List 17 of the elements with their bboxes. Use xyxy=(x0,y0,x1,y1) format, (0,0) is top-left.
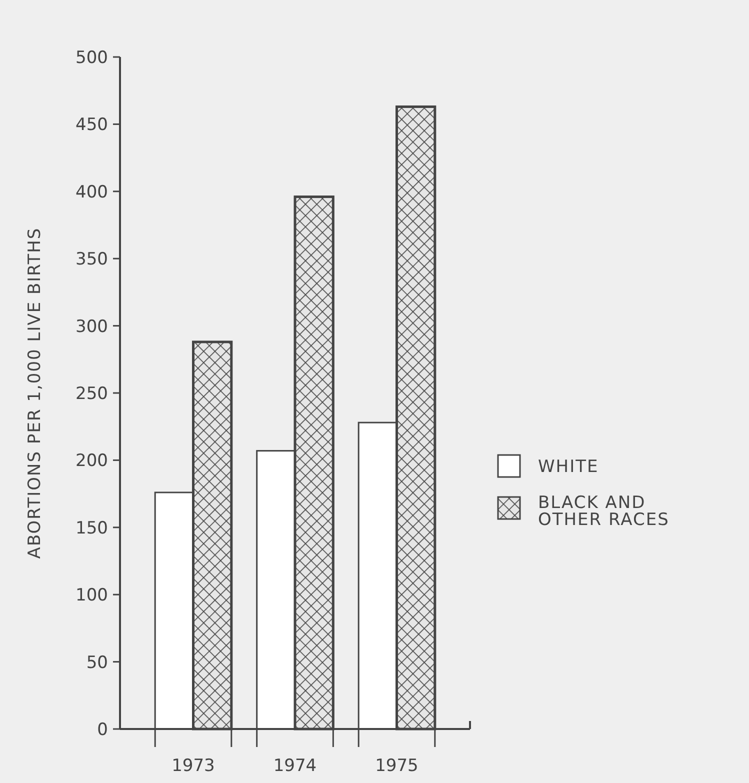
x-tick-label: 1975 xyxy=(375,756,418,776)
legend-label: WHITE xyxy=(538,456,599,477)
x-tick-label: 1974 xyxy=(273,756,317,776)
y-tick-label: 150 xyxy=(76,518,108,538)
y-axis-title: ABORTIONS PER 1,000 LIVE BIRTHS xyxy=(25,227,45,559)
y-tick-label: 250 xyxy=(76,384,108,404)
y-tick-label: 300 xyxy=(76,316,108,337)
y-tick-label: 400 xyxy=(76,182,108,202)
y-tick-label: 200 xyxy=(76,451,108,472)
y-tick-label: 350 xyxy=(76,250,108,270)
y-tick-label: 50 xyxy=(86,652,108,673)
x-tick-label: 1973 xyxy=(172,756,215,776)
legend-label: BLACK AND OTHER RACES xyxy=(538,493,670,530)
y-tick-label: 0 xyxy=(97,720,108,740)
y-tick-label: 450 xyxy=(76,115,108,136)
y-tick-label: 100 xyxy=(76,586,108,606)
y-tick-label: 500 xyxy=(76,48,108,68)
